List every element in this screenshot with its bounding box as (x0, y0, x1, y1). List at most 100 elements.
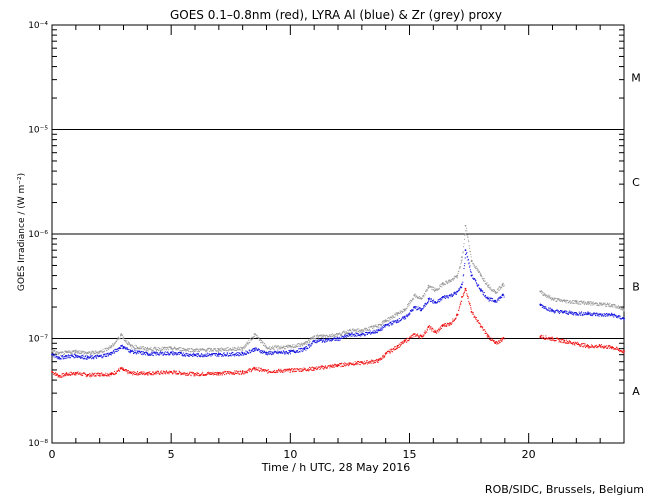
sample-dot (348, 362, 350, 364)
sample-dot (147, 354, 149, 356)
sample-dot (587, 301, 589, 303)
sample-dot (219, 371, 221, 373)
sample-dot (622, 352, 624, 354)
sample-dot (574, 300, 576, 302)
sample-dot (436, 302, 438, 304)
sample-dot (594, 345, 596, 347)
sample-dot (113, 344, 115, 346)
sample-dot (241, 348, 243, 350)
sample-dot (271, 347, 273, 349)
sample-dot (142, 346, 144, 348)
sample-dot (569, 312, 571, 314)
sample-dot (622, 317, 624, 319)
sample-dot (480, 324, 482, 326)
sample-dot (354, 363, 356, 365)
sample-dot (56, 375, 58, 377)
sample-dot (163, 352, 165, 354)
sample-dot (313, 337, 315, 339)
sample-dot (541, 291, 543, 293)
sample-dot (232, 373, 234, 375)
sample-dot (155, 373, 157, 375)
sample-dot (175, 354, 177, 356)
sample-dot (481, 326, 483, 328)
sample-dot (448, 281, 450, 283)
sample-dot (416, 334, 418, 336)
sample-dot (220, 350, 222, 352)
sample-dot (101, 375, 103, 377)
sample-dot (478, 271, 480, 273)
sample-dot (353, 330, 355, 332)
sample-dot (434, 329, 436, 331)
sample-dot (570, 311, 572, 313)
sample-dot (336, 333, 338, 335)
sample-dot (388, 320, 390, 322)
sample-dot (140, 347, 142, 349)
sample-dot (215, 374, 217, 376)
sample-dot (295, 370, 297, 372)
sample-dot (496, 341, 498, 343)
sample-dot (231, 354, 233, 356)
sample-dot (166, 353, 168, 355)
sample-dot (351, 328, 353, 330)
sample-dot (198, 375, 200, 377)
sample-dot (194, 353, 196, 355)
sample-dot (571, 313, 573, 315)
sample-dot (53, 373, 55, 375)
sample-dot (477, 270, 479, 272)
sample-dot (381, 357, 383, 359)
sample-dot (250, 352, 252, 354)
sample-dot (415, 307, 417, 309)
sample-dot (620, 306, 622, 308)
sample-dot (206, 349, 208, 351)
sample-dot (100, 373, 102, 375)
sample-dot (97, 372, 99, 374)
sample-dot (341, 362, 343, 364)
sample-dot (337, 364, 339, 366)
sample-dot (147, 374, 149, 376)
sample-dot (112, 343, 114, 345)
sample-dot (407, 303, 409, 305)
sample-dot (445, 280, 447, 282)
sample-dot (573, 343, 575, 345)
sample-dot (68, 350, 70, 352)
sample-dot (125, 370, 127, 372)
sample-dot (154, 373, 156, 375)
sample-dot (321, 366, 323, 368)
sample-dot (307, 342, 309, 344)
sample-dot (464, 233, 466, 235)
sample-dot (381, 329, 383, 331)
sample-dot (451, 295, 453, 297)
sample-dot (557, 299, 559, 301)
sample-dot (614, 314, 616, 316)
sample-dot (237, 355, 239, 357)
sample-dot (480, 288, 482, 290)
sample-dot (134, 372, 136, 374)
sample-dot (435, 302, 437, 304)
sample-dot (562, 311, 564, 313)
sample-dot (191, 372, 193, 374)
sample-dot (433, 290, 435, 292)
sample-dot (557, 298, 559, 300)
sample-dot (554, 312, 556, 314)
sample-dot (361, 329, 363, 331)
sample-dot (340, 363, 342, 365)
sample-dot (479, 271, 481, 273)
sample-dot (484, 280, 486, 282)
sample-dot (276, 370, 278, 372)
sample-dot (577, 302, 579, 304)
sample-dot (262, 350, 264, 352)
sample-dot (414, 293, 416, 295)
sample-dot (67, 352, 69, 354)
sample-dot (106, 374, 108, 376)
sample-dot (459, 302, 461, 304)
sample-dot (275, 345, 277, 347)
sample-dot (379, 323, 381, 325)
sample-dot (153, 372, 155, 374)
sample-dot (465, 290, 467, 292)
sample-dot (586, 303, 588, 305)
sample-dot (545, 335, 547, 337)
sample-dot (364, 327, 366, 329)
sample-dot (343, 330, 345, 332)
sample-dot (356, 361, 358, 363)
sample-dot (480, 273, 482, 275)
